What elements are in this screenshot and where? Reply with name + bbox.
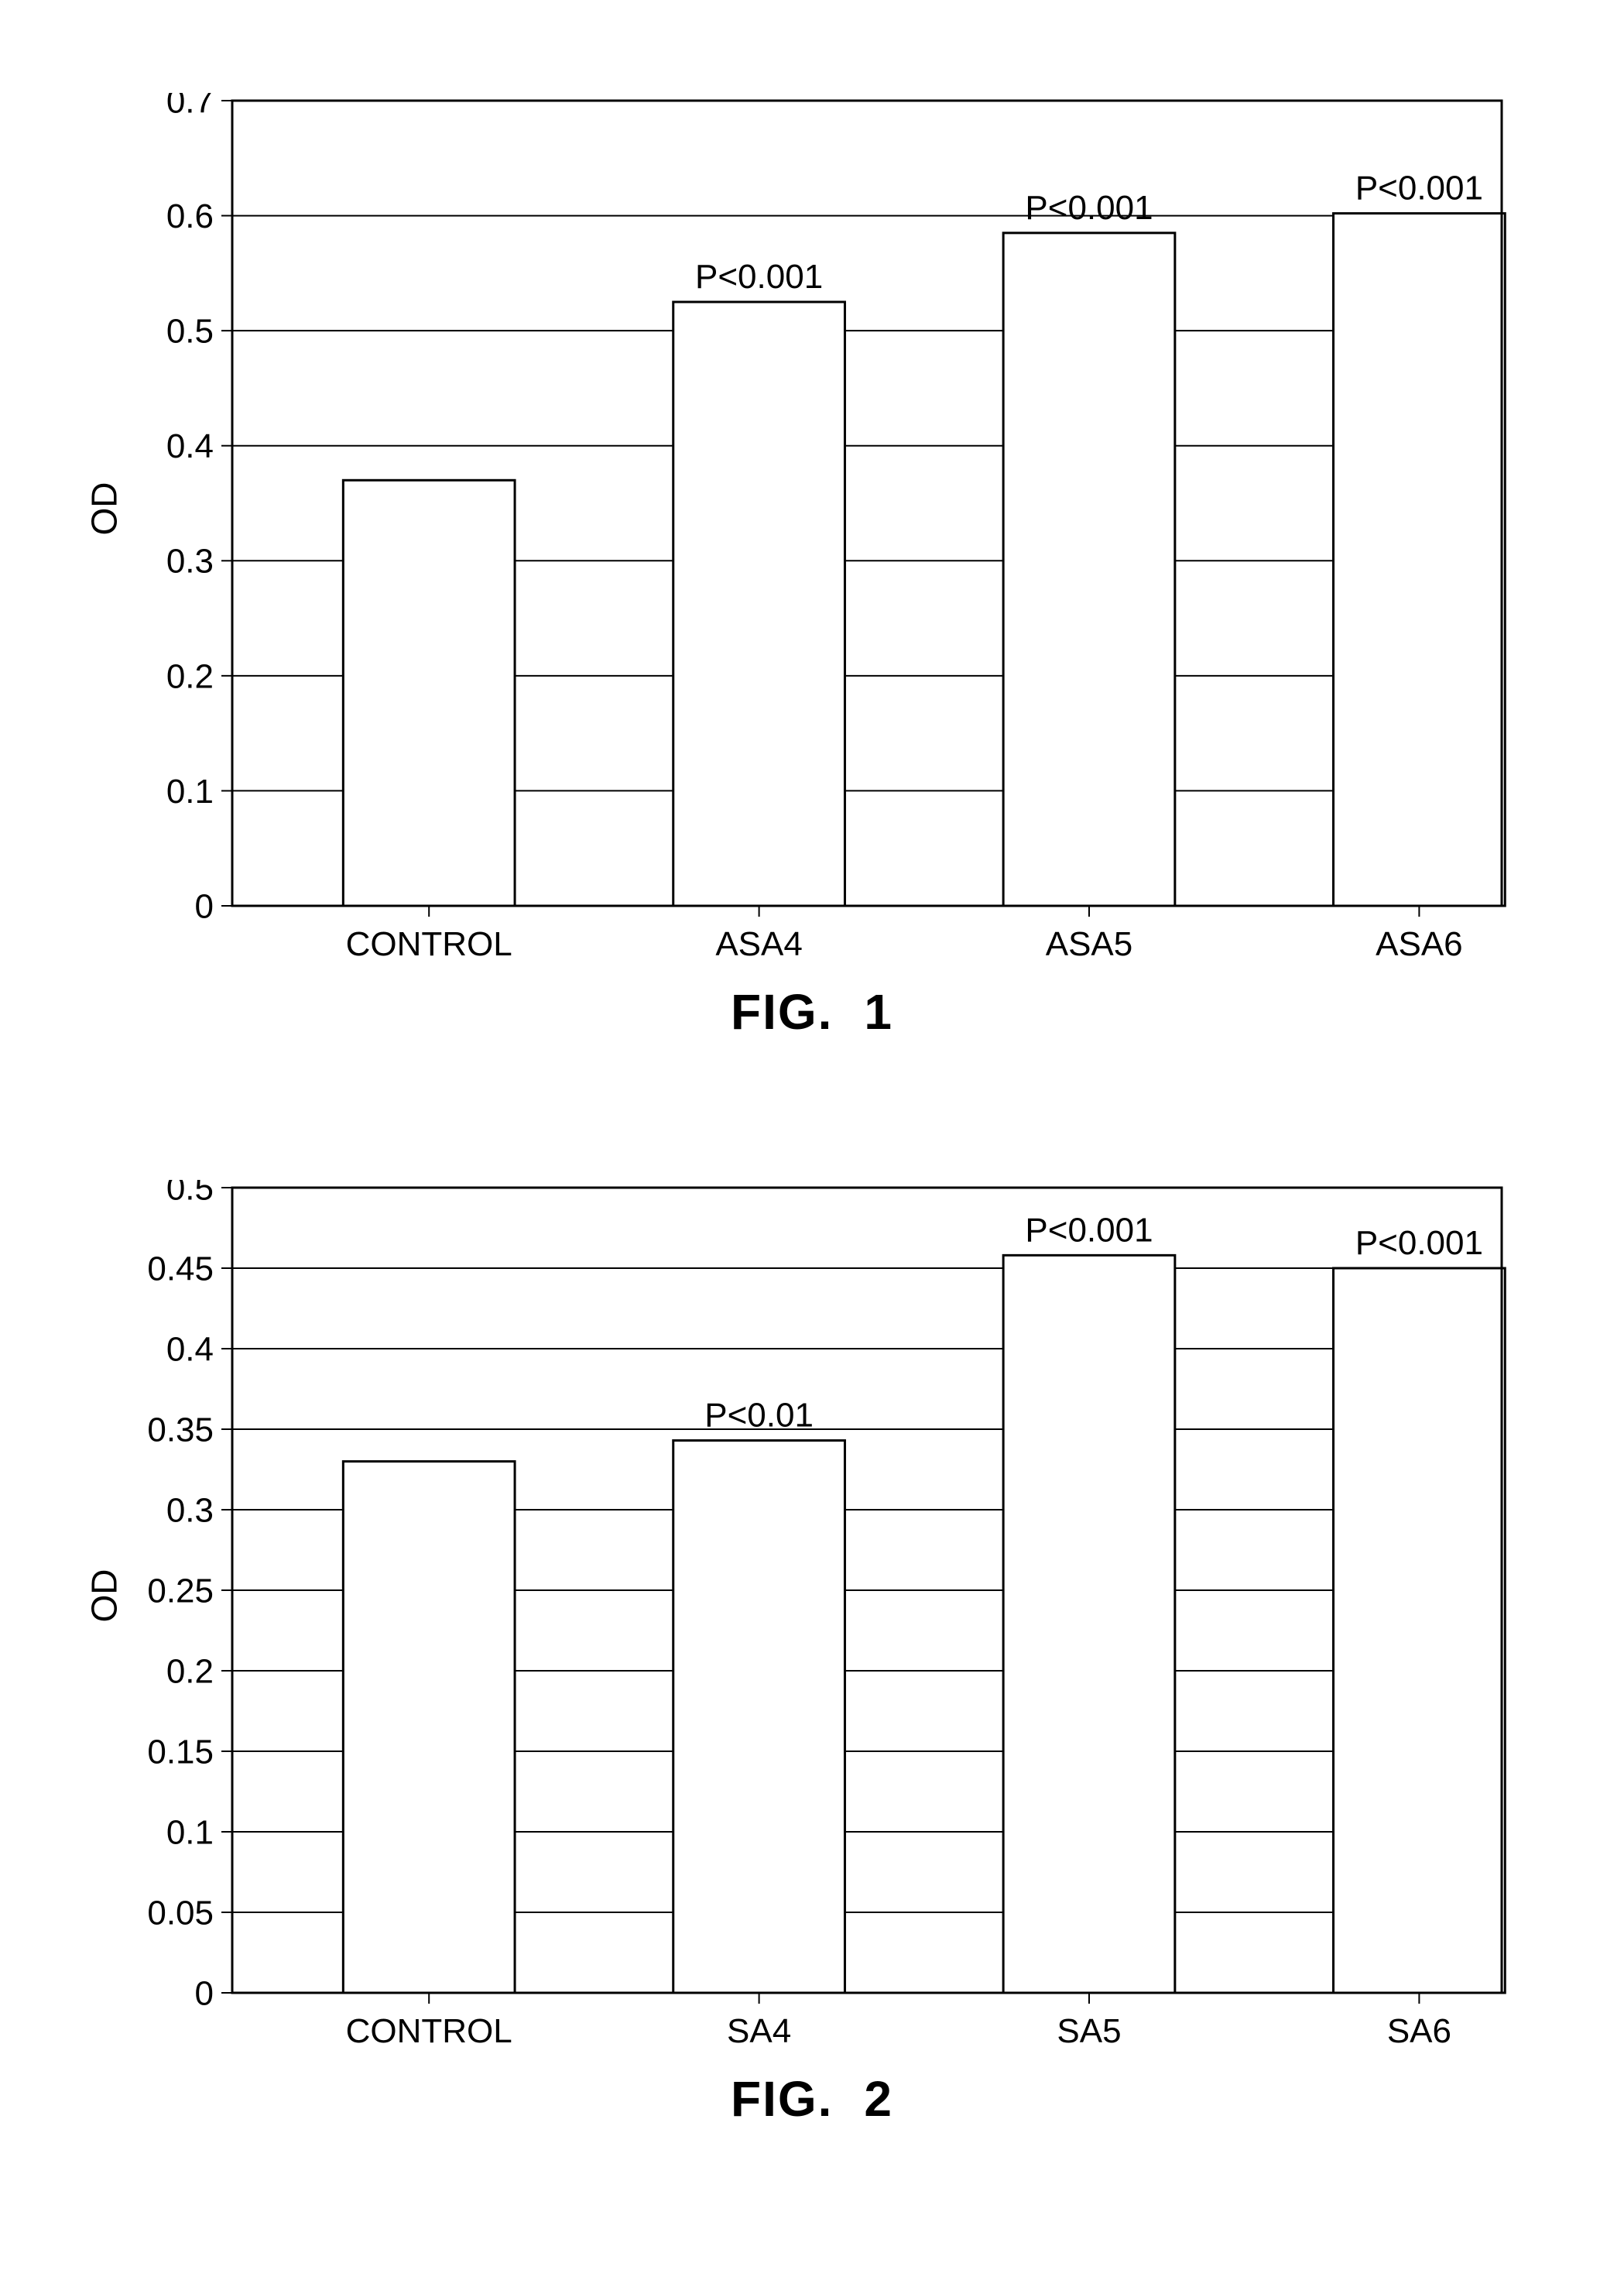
chart-fig1: 0 0.1 0.2 0.3 0.4 0.5 0.6 0.7 CONTROL P<0.001 ASA4… (108, 93, 1516, 968)
ytick-label-fig1: 0.4 (166, 427, 214, 465)
xtick-label-fig1: ASA5 (1046, 925, 1133, 963)
ytick-label-fig2: 0.3 (166, 1491, 214, 1529)
ytick-label-fig1: 0.6 (166, 197, 214, 235)
ytick-label-fig2: 0.2 (166, 1652, 214, 1690)
caption-number: 2 (864, 2071, 893, 2127)
bar-annotation-fig2: P<0.001 (1355, 1224, 1483, 1262)
ytick-label-fig2: 0.4 (166, 1330, 214, 1368)
figure-caption-1: FIG. 1 (108, 983, 1516, 1041)
ytick-label-fig2: 0 (195, 1974, 214, 2012)
xtick-label-fig2: SA5 (1057, 2012, 1121, 2050)
ytick-label-fig2: 0.1 (166, 1813, 214, 1851)
xtick-label-fig1: CONTROL (346, 925, 512, 963)
figure-caption-2: FIG. 2 (108, 2070, 1516, 2128)
y-axis-label-fig2: OD (84, 1569, 125, 1623)
page-root: 0 0.1 0.2 0.3 0.4 0.5 0.6 0.7 CONTROL P<0.001 ASA4… (0, 0, 1624, 2294)
ytick-label-fig1: 0.1 (166, 773, 214, 811)
ytick-label-fig1: 0.2 (166, 657, 214, 695)
ytick-label-fig2: 0.5 (166, 1180, 214, 1207)
xtick-label-fig1: ASA6 (1376, 925, 1463, 963)
bar-fig2 (343, 1462, 515, 1993)
chart-fig2: 0 0.05 0.1 0.15 0.2 0.25 0.3 0.35 0.4 0.45 0.5 CONT… (108, 1180, 1516, 2055)
ytick-label-fig2: 0.25 (147, 1572, 214, 1610)
bar-fig2 (673, 1441, 845, 1993)
caption-prefix: FIG. (731, 2071, 833, 2127)
caption-number: 1 (864, 984, 893, 1040)
ytick-label-fig2: 0.05 (147, 1894, 214, 1932)
bar-fig1 (1003, 233, 1175, 906)
caption-prefix: FIG. (731, 984, 833, 1040)
y-axis-label-fig1: OD (84, 482, 125, 536)
bar-annotation-fig1: P<0.001 (695, 258, 823, 296)
chart-svg-fig1: 0 0.1 0.2 0.3 0.4 0.5 0.6 0.7 CONTROL P<0.001 ASA4… (124, 93, 1517, 968)
xtick-label-fig1: ASA4 (715, 925, 803, 963)
bar-fig1 (1334, 214, 1506, 906)
figure-1: 0 0.1 0.2 0.3 0.4 0.5 0.6 0.7 CONTROL P<0.001 ASA4… (108, 93, 1516, 1041)
ytick-label-fig1: 0 (195, 887, 214, 925)
ytick-label-fig2: 0.45 (147, 1250, 214, 1288)
bar-annotation-fig1: P<0.001 (1355, 170, 1483, 207)
bar-annotation-fig1: P<0.001 (1025, 189, 1153, 227)
chart-svg-fig2: 0 0.05 0.1 0.15 0.2 0.25 0.3 0.35 0.4 0.45 0.5 CONT… (124, 1180, 1517, 2055)
ytick-label-fig2: 0.15 (147, 1733, 214, 1771)
xtick-label-fig2: CONTROL (346, 2012, 512, 2050)
xtick-label-fig2: SA4 (727, 2012, 791, 2050)
bar-annotation-fig2: P<0.01 (704, 1397, 814, 1435)
bar-annotation-fig2: P<0.001 (1025, 1211, 1153, 1249)
bar-fig1 (673, 302, 845, 906)
figure-2: 0 0.05 0.1 0.15 0.2 0.25 0.3 0.35 0.4 0.45 0.5 CONT… (108, 1180, 1516, 2128)
ytick-label-fig1: 0.7 (166, 93, 214, 120)
ytick-label-fig1: 0.5 (166, 313, 214, 351)
xtick-label-fig2: SA6 (1387, 2012, 1451, 2050)
ytick-label-fig1: 0.3 (166, 543, 214, 581)
ytick-label-fig2: 0.35 (147, 1411, 214, 1449)
bar-fig2 (1003, 1255, 1175, 1993)
bar-fig2 (1334, 1268, 1506, 1993)
bar-fig1 (343, 480, 515, 906)
